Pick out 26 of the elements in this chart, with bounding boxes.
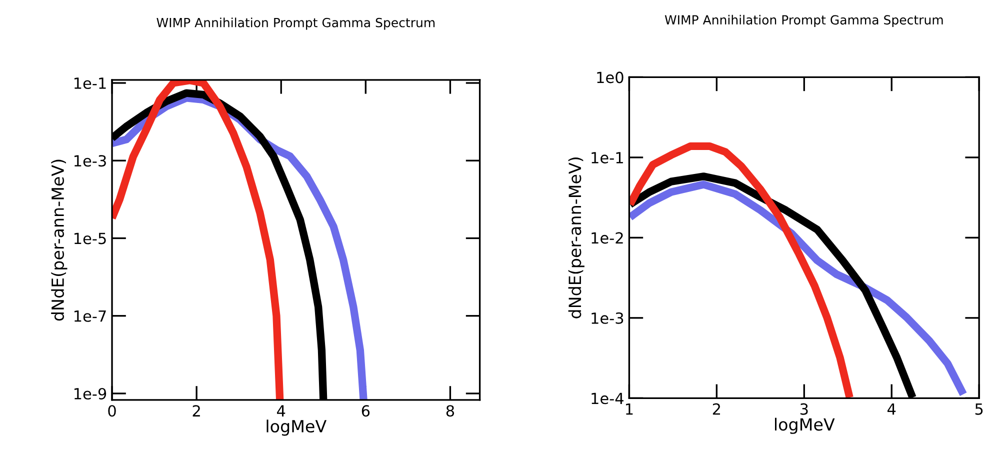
x-tick-label: 1 [626,403,633,415]
x-tick-label: 0 [108,405,116,417]
x-axis-title: logMeV [774,418,835,434]
x-axis-title: logMeV [266,420,326,436]
x-tick-label: 8 [446,405,454,417]
chart-title: WIMP Annihilation Prompt Gamma Spectrum [156,18,435,30]
x-tick-label: 2 [712,403,720,415]
y-tick-label: 1e-3 [592,312,624,324]
y-axis-title: dNdE(per-ann-MeV) [568,158,584,318]
x-tick-label: 3 [800,403,808,415]
y-tick-label: 1e-5 [74,232,106,244]
x-tick-label: 5 [975,403,983,415]
y-tick-label: 1e-7 [74,310,106,322]
y-tick-label: 1e-1 [74,78,106,89]
y-tick-label: 1e-3 [74,155,106,167]
x-tick-label: 4 [277,405,286,416]
x-tick-label: 2 [192,405,200,416]
x-tick-label: 6 [362,405,370,417]
chart-title: WIMP Annihilation Prompt Gamma Spectrum [664,14,943,27]
y-tick-label: 1e-4 [592,392,624,404]
y-tick-label: 1e-1 [592,152,623,164]
y-tick-label: 1e0 [597,72,624,84]
x-tick-label: 4 [888,403,896,415]
y-tick-label: 1e-9 [74,388,106,400]
y-tick-label: 1e-2 [592,232,623,244]
y-axis-title: dNdE(per-ann-MeV) [51,160,68,321]
